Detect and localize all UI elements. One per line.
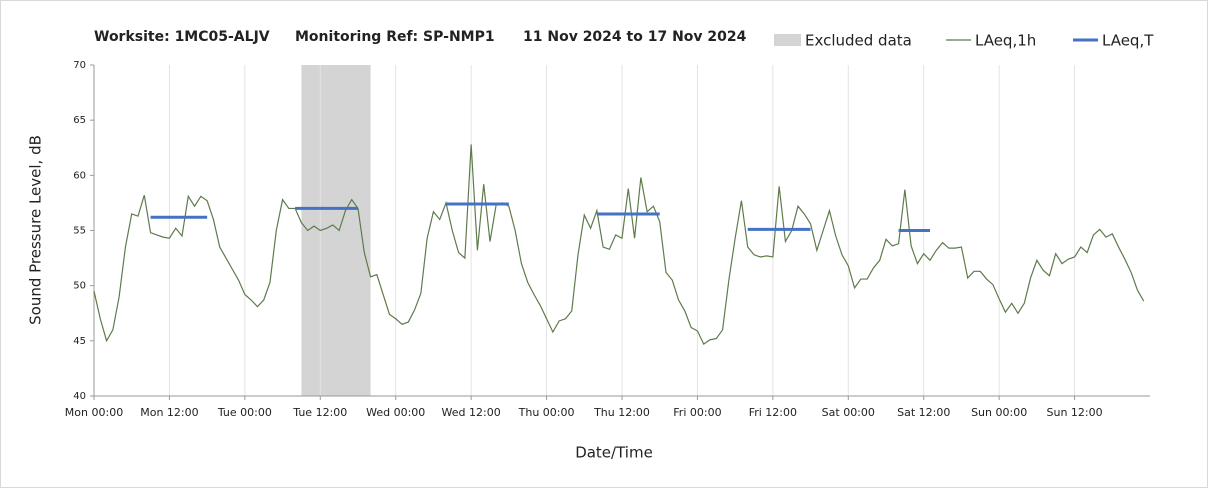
x-tick-label: Mon 00:00 — [65, 406, 123, 419]
y-tick-label: 60 — [73, 170, 86, 181]
title-ref: Monitoring Ref: SP-NMP1 — [295, 29, 495, 45]
x-tick-label: Sat 12:00 — [897, 406, 950, 419]
excluded-band — [301, 65, 371, 396]
x-tick-label: Sun 00:00 — [971, 406, 1027, 419]
y-tick-label: 50 — [73, 281, 86, 292]
x-tick-label: Wed 00:00 — [366, 406, 425, 419]
chart-title: Worksite: 1MC05-ALJV Monitoring Ref: SP-N… — [94, 29, 747, 45]
y-axis-label: Sound Pressure Level, dB — [27, 135, 45, 325]
x-tick-label: Thu 00:00 — [518, 406, 575, 419]
x-tick-label: Fri 12:00 — [749, 406, 797, 419]
legend-label: Excluded data — [805, 32, 912, 50]
y-tick-label: 40 — [73, 391, 86, 402]
y-tick-label: 45 — [73, 336, 86, 347]
x-tick-label: Thu 12:00 — [593, 406, 650, 419]
y-tick-label: 70 — [73, 60, 86, 71]
series-line — [150, 202, 930, 232]
x-tick-label: Sat 00:00 — [822, 406, 875, 419]
x-tick-label: Fri 00:00 — [673, 406, 721, 419]
y-tick-label: 65 — [73, 115, 86, 126]
legend-label: LAeq,1h — [975, 32, 1036, 50]
y-tick-label: 55 — [73, 226, 86, 237]
x-tick-label: Wed 12:00 — [442, 406, 501, 419]
x-tick-label: Mon 12:00 — [140, 406, 198, 419]
x-tick-label: Tue 00:00 — [217, 406, 272, 419]
legend-label: LAeq,T — [1102, 32, 1154, 50]
x-axis-label: Date/Time — [575, 444, 653, 462]
series-line — [93, 144, 1145, 346]
title-worksite: Worksite: 1MC05-ALJV — [94, 29, 270, 45]
x-tick-label: Tue 12:00 — [292, 406, 347, 419]
x-tick-label: Sun 12:00 — [1047, 406, 1103, 419]
legend-swatch — [774, 34, 801, 46]
title-dates: 11 Nov 2024 to 17 Nov 2024 — [523, 29, 747, 45]
